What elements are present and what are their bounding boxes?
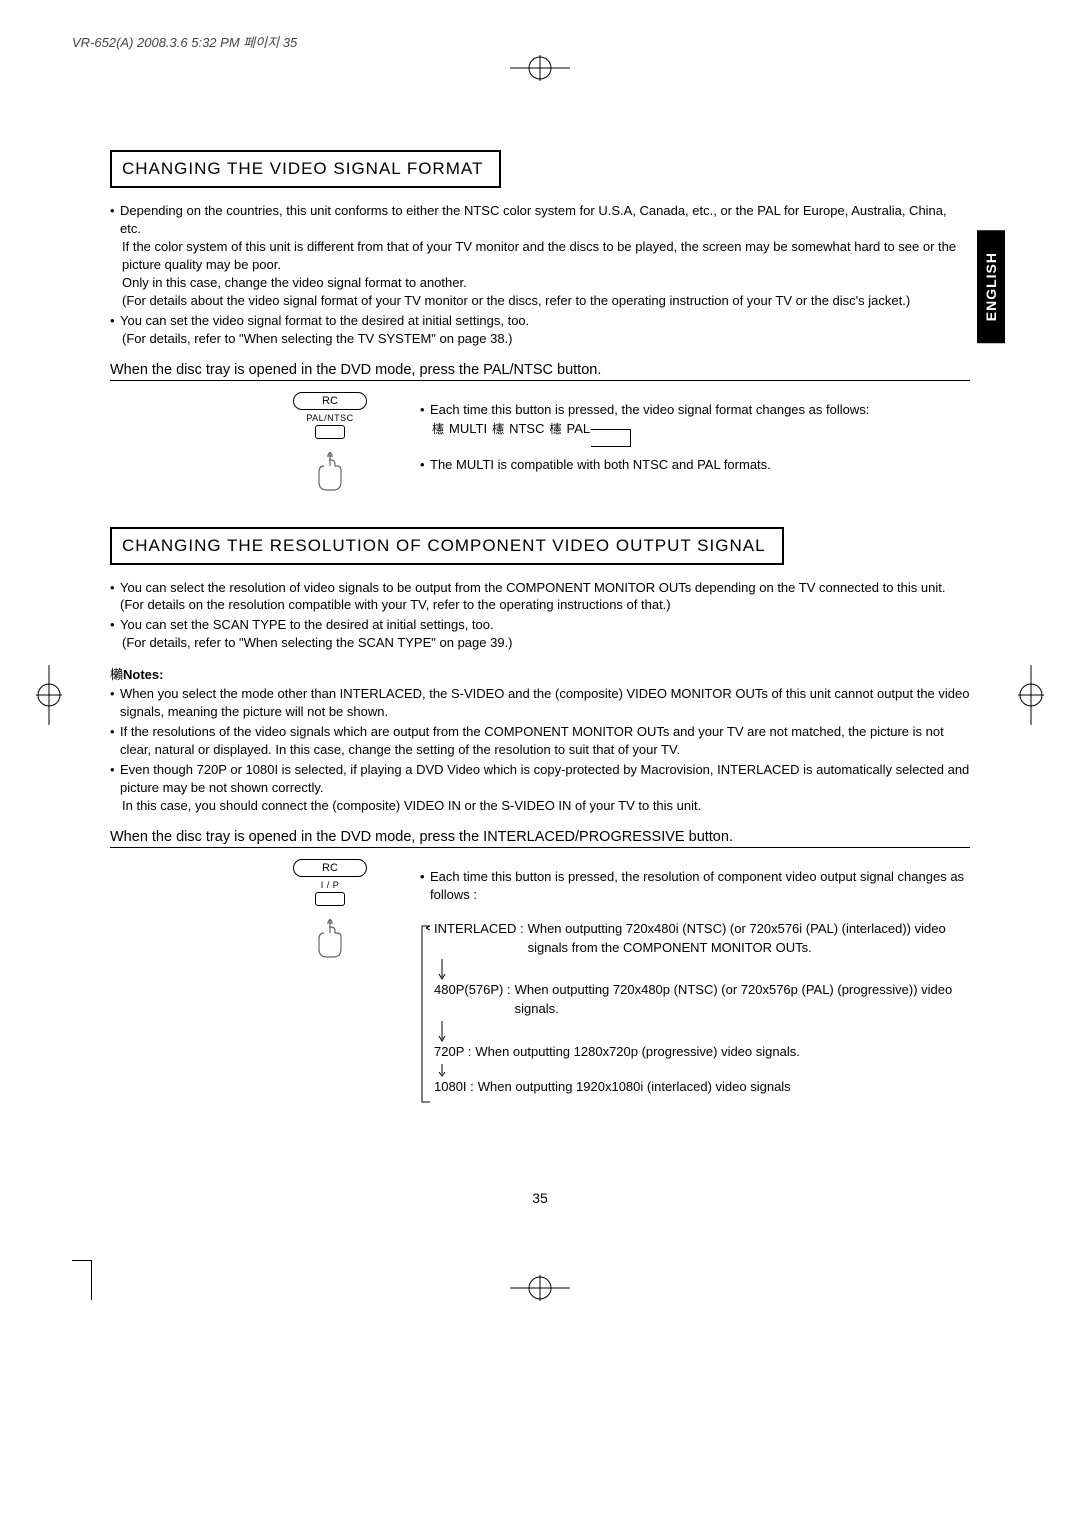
- section2-instruction: When the disc tray is opened in the DVD …: [110, 829, 970, 845]
- res-desc: When outputting 720x480i (NTSC) (or 720x…: [524, 920, 970, 958]
- doc-header: VR-652(A) 2008.3.6 5:32 PM 페이지 35: [72, 32, 297, 51]
- down-arrow-icon: [434, 957, 450, 981]
- rc-box-label: RC: [293, 859, 367, 877]
- note-item: Even though 720P or 1080I is selected, i…: [120, 761, 970, 797]
- res-label: 480P(576P) :: [434, 981, 511, 1019]
- cycle-item: NTSC: [509, 420, 544, 438]
- crop-mark-right: [1018, 665, 1044, 730]
- language-tab: ENGLISH: [977, 230, 1005, 343]
- section2-rc-row: RC I / P Each time this button is presse…: [110, 858, 970, 1097]
- divider: [110, 380, 970, 381]
- note-item: When you select the mode other than INTE…: [120, 685, 970, 721]
- arrow-glyph: 櫶: [432, 421, 444, 438]
- s1-right-bullet: The MULTI is compatible with both NTSC a…: [430, 456, 970, 474]
- rc-illustration: RC I / P: [240, 858, 420, 966]
- notes-body: When you select the mode other than INTE…: [110, 685, 970, 815]
- res-label: 1080I :: [434, 1078, 474, 1097]
- s2-right-bullet: Each time this button is pressed, the re…: [430, 868, 970, 904]
- page-content: CHANGING THE VIDEO SIGNAL FORMAT Dependi…: [110, 150, 970, 1097]
- down-arrow-icon: [434, 1062, 450, 1078]
- cycle-item: MULTI: [449, 420, 487, 438]
- section1-title: CHANGING THE VIDEO SIGNAL FORMAT: [110, 150, 501, 188]
- rc-button-icon: [315, 425, 345, 439]
- section1-rc-right: Each time this button is pressed, the vi…: [420, 391, 970, 475]
- rc-sublabel: PAL/NTSC: [240, 413, 420, 423]
- res-desc: When outputting 1280x720p (progressive) …: [471, 1043, 799, 1062]
- corner-mark: [72, 1260, 92, 1300]
- notes-heading: 櫴Notes:: [110, 664, 970, 683]
- s1-line: If the color system of this unit is diff…: [110, 238, 970, 274]
- rc-sublabel: I / P: [240, 880, 420, 890]
- cycle-loop-line: [591, 429, 631, 447]
- resolution-list: INTERLACED : When outputting 720x480i (N…: [420, 920, 970, 1097]
- format-cycle: 櫶 MULTI 櫶 NTSC 櫶 PAL: [420, 420, 970, 438]
- rc-illustration: RC PAL/NTSC: [240, 391, 420, 499]
- section2-title: CHANGING THE RESOLUTION OF COMPONENT VID…: [110, 527, 784, 565]
- page-number: 35: [532, 1190, 548, 1206]
- hand-icon: [313, 917, 347, 966]
- hand-icon: [313, 450, 347, 499]
- note-line: In this case, you should connect the (co…: [110, 797, 970, 815]
- list-bracket: [420, 924, 430, 1104]
- down-arrow-icon: [434, 1019, 450, 1043]
- section2-rc-right: Each time this button is pressed, the re…: [420, 858, 970, 1097]
- res-label: INTERLACED :: [434, 920, 524, 958]
- s2-line: (For details, refer to "When selecting t…: [110, 634, 970, 652]
- arrow-glyph: 櫶: [549, 421, 561, 438]
- section1-instruction: When the disc tray is opened in the DVD …: [110, 362, 970, 378]
- s1-bullet: Depending on the countries, this unit co…: [120, 202, 970, 238]
- divider: [110, 847, 970, 848]
- crop-mark-left: [36, 665, 62, 730]
- s1-bullet: You can set the video signal format to t…: [120, 312, 970, 330]
- arrow-glyph: 櫶: [492, 421, 504, 438]
- rc-box-label: RC: [293, 392, 367, 410]
- s2-bullet: You can set the SCAN TYPE to the desired…: [120, 616, 970, 634]
- res-desc: When outputting 720x480p (NTSC) (or 720x…: [511, 981, 970, 1019]
- s1-right-bullet: Each time this button is pressed, the vi…: [430, 401, 970, 419]
- notes-glyph: 櫴: [110, 667, 123, 682]
- s1-line: (For details about the video signal form…: [110, 292, 970, 310]
- section2: CHANGING THE RESOLUTION OF COMPONENT VID…: [110, 527, 970, 1097]
- res-desc: When outputting 1920x1080i (interlaced) …: [474, 1078, 791, 1097]
- rc-button-icon: [315, 892, 345, 906]
- s1-line: Only in this case, change the video sign…: [110, 274, 970, 292]
- crop-mark-top: [510, 55, 570, 86]
- notes-label: Notes:: [123, 667, 163, 682]
- s2-bullet: You can select the resolution of video s…: [120, 579, 970, 615]
- note-item: If the resolutions of the video signals …: [120, 723, 970, 759]
- crop-mark-bottom: [510, 1275, 570, 1306]
- s1-line: (For details, refer to "When selecting t…: [110, 330, 970, 348]
- cycle-item: PAL: [566, 420, 590, 438]
- section1-rc-row: RC PAL/NTSC Each time this button is pre…: [110, 391, 970, 499]
- res-label: 720P :: [434, 1043, 471, 1062]
- section1-body: Depending on the countries, this unit co…: [110, 202, 970, 348]
- section2-body: You can select the resolution of video s…: [110, 579, 970, 653]
